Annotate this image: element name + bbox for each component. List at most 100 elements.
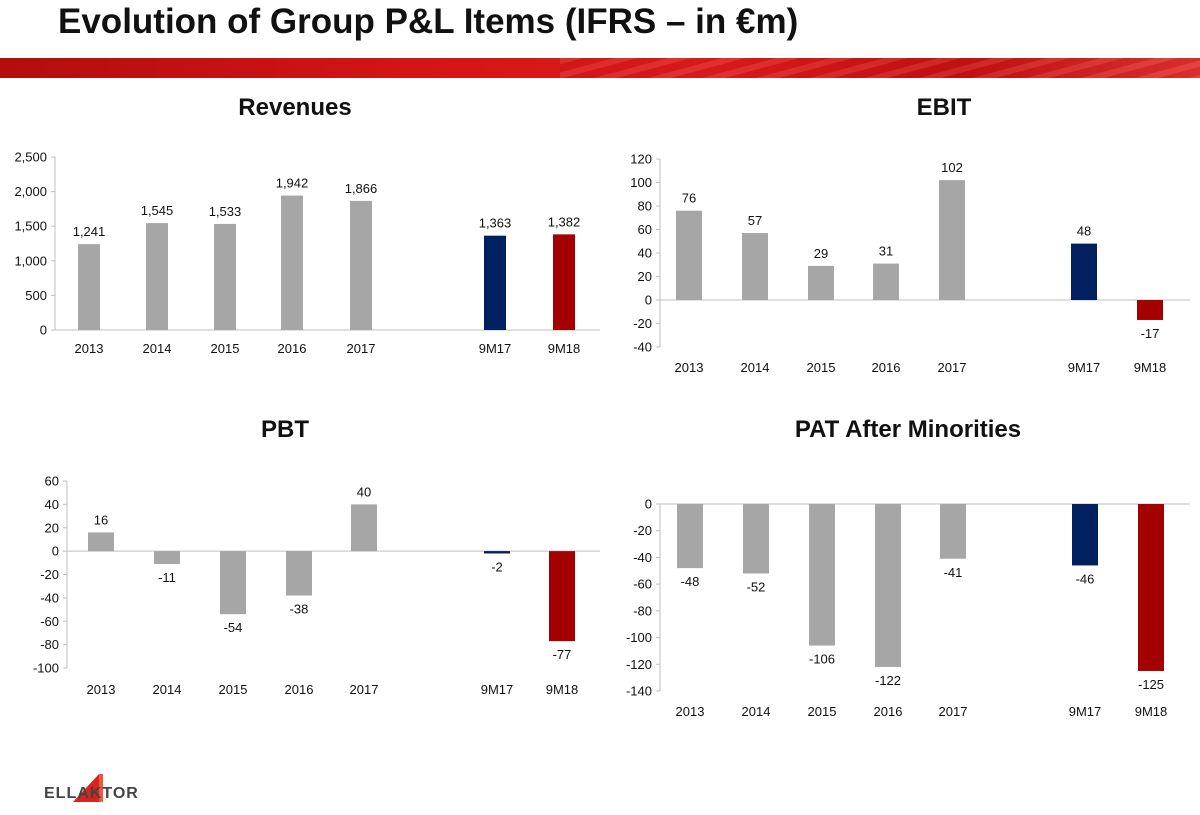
- data-label: -17: [1141, 326, 1160, 341]
- y-tick-label: 1,500: [14, 219, 47, 234]
- x-tick-label: 2017: [347, 341, 376, 356]
- data-label: -54: [224, 620, 243, 635]
- x-tick-label: 2015: [219, 682, 248, 697]
- bar-2016: [875, 504, 901, 667]
- y-tick-label: 0: [645, 293, 652, 308]
- x-tick-label: 2016: [872, 360, 901, 375]
- x-tick-label: 2016: [874, 704, 903, 719]
- y-tick-label: -120: [626, 657, 652, 672]
- bar-2016: [286, 551, 312, 596]
- y-tick-label: 20: [638, 269, 652, 284]
- pat-title: PAT After Minorities: [794, 416, 1022, 443]
- y-tick-label: -20: [40, 567, 59, 582]
- bar-2016: [281, 195, 303, 330]
- bar-9M17: [1071, 243, 1097, 300]
- bar-2015: [809, 504, 835, 646]
- y-tick-label: 500: [25, 288, 47, 303]
- y-tick-label: 0: [645, 497, 652, 512]
- data-label: 1,545: [141, 203, 174, 218]
- data-label: -122: [875, 673, 901, 688]
- data-label: -41: [944, 565, 963, 580]
- y-tick-label: 1,000: [14, 253, 47, 268]
- y-tick-label: -20: [633, 316, 652, 331]
- bar-9M18: [1137, 300, 1163, 320]
- bar-2013: [676, 210, 702, 300]
- y-tick-label: 120: [630, 152, 652, 167]
- x-tick-label: 2013: [676, 704, 705, 719]
- data-label: -46: [1076, 571, 1095, 586]
- x-tick-label: 2013: [75, 341, 104, 356]
- y-tick-label: 2,000: [14, 184, 47, 199]
- data-label: -2: [491, 559, 503, 574]
- bar-2015: [808, 265, 834, 300]
- x-tick-label: 2016: [278, 341, 307, 356]
- data-label: 31: [879, 244, 893, 259]
- data-label: 1,533: [209, 204, 242, 219]
- ebit-title: EBIT: [916, 94, 972, 121]
- bar-2014: [146, 223, 168, 330]
- bar-2015: [214, 223, 236, 330]
- y-tick-label: 20: [45, 520, 59, 535]
- x-tick-label: 2015: [808, 704, 837, 719]
- x-tick-label: 9M18: [1134, 360, 1167, 375]
- y-tick-label: 40: [45, 497, 59, 512]
- y-tick-label: -20: [633, 523, 652, 538]
- data-label: 16: [94, 512, 108, 527]
- bar-2014: [743, 504, 769, 574]
- bar-2017: [940, 504, 966, 559]
- x-tick-label: 9M17: [479, 341, 512, 356]
- data-label: 1,382: [548, 214, 581, 229]
- bar-2013: [677, 504, 703, 569]
- bar-9M17: [484, 551, 510, 554]
- y-tick-label: 0: [40, 323, 47, 338]
- y-tick-label: -140: [626, 684, 652, 699]
- data-label: 48: [1077, 224, 1091, 239]
- bar-2017: [350, 200, 372, 330]
- header-band-texture: [560, 58, 1200, 78]
- data-label: 1,363: [479, 216, 512, 231]
- bar-9M17: [484, 235, 506, 330]
- y-tick-label: -100: [626, 630, 652, 645]
- bar-2015: [220, 551, 246, 615]
- x-tick-label: 2014: [153, 682, 182, 697]
- x-tick-label: 9M17: [1069, 704, 1102, 719]
- bar-9M18: [1138, 504, 1164, 671]
- data-label: 1,241: [73, 224, 106, 239]
- data-label: 102: [941, 160, 963, 175]
- data-label: -11: [158, 570, 176, 585]
- ellaktor-triangle-icon: [73, 774, 103, 802]
- company-logo-text: ELLAKTOR: [44, 785, 139, 802]
- data-label: 1,942: [276, 176, 309, 191]
- revenues-title: Revenues: [238, 94, 352, 121]
- y-tick-label: 80: [638, 199, 652, 214]
- y-tick-label: 0: [52, 544, 59, 559]
- x-tick-label: 2015: [211, 341, 240, 356]
- pbt-title: PBT: [261, 416, 309, 443]
- x-tick-label: 2014: [143, 341, 172, 356]
- data-label: -106: [809, 652, 835, 667]
- data-label: -125: [1138, 677, 1164, 692]
- y-tick-label: 60: [638, 222, 652, 237]
- data-label: -48: [681, 574, 700, 589]
- bar-2014: [742, 233, 768, 300]
- y-tick-label: -80: [40, 637, 59, 652]
- y-tick-label: -80: [633, 603, 652, 618]
- page-title: Evolution of Group P&L Items (IFRS – in …: [58, 2, 799, 41]
- y-tick-label: -100: [33, 661, 59, 676]
- y-tick-label: 40: [638, 246, 652, 261]
- x-tick-label: 2014: [741, 360, 770, 375]
- bar-9M18: [549, 551, 575, 642]
- data-label: -38: [290, 602, 309, 617]
- x-tick-label: 2017: [938, 360, 967, 375]
- data-label: 40: [357, 484, 371, 499]
- x-tick-label: 9M18: [1135, 704, 1168, 719]
- x-tick-label: 2013: [675, 360, 704, 375]
- x-tick-label: 9M17: [1068, 360, 1101, 375]
- y-tick-label: -40: [40, 590, 59, 605]
- y-tick-label: -60: [633, 577, 652, 592]
- bar-2017: [939, 180, 965, 300]
- bar-9M17: [1072, 504, 1098, 566]
- y-tick-label: 100: [630, 175, 652, 190]
- pbt-chart: -100 -80 -60 -40 -20 0 20 40 60 2013 16 2014 -11 2015…: [33, 474, 600, 697]
- data-label: -52: [747, 579, 766, 594]
